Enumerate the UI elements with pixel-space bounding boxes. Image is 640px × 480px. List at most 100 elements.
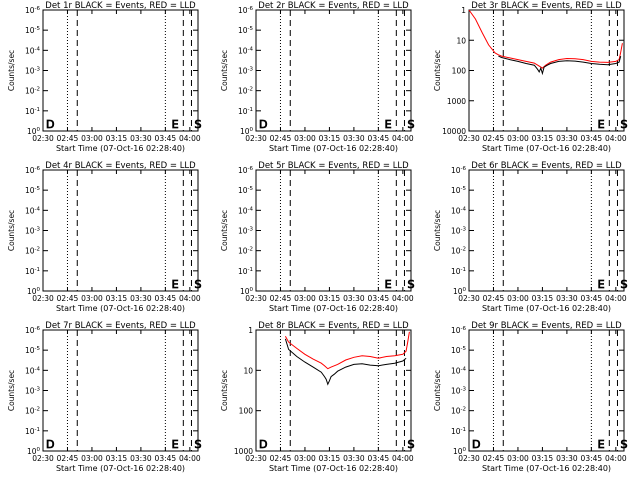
x-tick-label: 03:00 (294, 294, 316, 303)
x-tick-label: 04:00 (179, 294, 201, 303)
plot-frame (468, 169, 625, 292)
y-axis-label: Counts/sec (7, 370, 16, 411)
x-tick-label: 02:30 (245, 134, 267, 143)
x-tick-label: 03:15 (532, 134, 554, 143)
marker-s: S (407, 118, 414, 131)
y-tick-label: 10-5 (451, 346, 467, 355)
x-tick-label: 02:45 (270, 294, 292, 303)
series-line-lld (468, 9, 623, 69)
x-tick-label: 02:30 (32, 134, 54, 143)
y-tick-label: 10-3 (25, 227, 41, 236)
plot-frame (42, 169, 199, 292)
marker-s: S (194, 438, 201, 451)
x-tick-label: 03:45 (155, 454, 177, 463)
x-tick-label: 03:00 (294, 134, 316, 143)
marker-e: E (172, 278, 179, 291)
x-tick-label: 03:30 (130, 454, 152, 463)
plot-frame (468, 9, 625, 132)
x-axis-label: Start Time (07-Oct-16 02:28:40) (56, 144, 185, 153)
x-tick-label: 03:45 (155, 294, 177, 303)
x-tick-label: 04:00 (605, 134, 627, 143)
series-line-events (498, 55, 622, 76)
marker-s: S (620, 118, 627, 131)
y-tick-label: 10-6 (25, 6, 41, 15)
x-tick-label: 03:00 (81, 454, 103, 463)
y-axis-label: Counts/sec (433, 210, 442, 251)
x-tick-label: 02:45 (270, 134, 292, 143)
panel-det-8: Det 8r BLACK = Events, RED = LLD 02:30 02:… (220, 321, 415, 473)
y-tick-label: 100 (239, 407, 254, 416)
x-tick-label: 02:30 (458, 454, 480, 463)
marker-e: E (172, 438, 179, 451)
y-tick-label: 10-1 (238, 107, 253, 116)
x-tick-label: 03:30 (343, 454, 365, 463)
x-tick-label: 03:15 (532, 454, 554, 463)
y-tick-label: 10-5 (451, 186, 467, 195)
y-tick-label: 100 (452, 67, 467, 76)
x-axis-label: Start Time (07-Oct-16 02:28:40) (269, 144, 398, 153)
y-tick-label: 10-5 (25, 186, 41, 195)
y-tick-label: 10-2 (25, 247, 40, 256)
marker-e: E (598, 278, 605, 291)
panel-title: Det 6r BLACK = Events, RED = LLD (471, 161, 622, 171)
y-tick-label: 10-4 (25, 46, 41, 55)
y-tick-label: 10-6 (451, 326, 467, 335)
x-tick-label: 03:00 (507, 294, 529, 303)
y-tick-label: 10-2 (25, 87, 40, 96)
y-tick-label: 10-2 (238, 87, 253, 96)
plot-frame (468, 329, 625, 452)
y-tick-label: 10-4 (238, 46, 254, 55)
x-tick-label: 03:00 (294, 454, 316, 463)
y-tick-label: 100 (453, 287, 467, 296)
y-tick-label: 10000 (442, 127, 466, 136)
y-tick-label: 10-1 (25, 107, 40, 116)
x-tick-label: 03:30 (556, 134, 578, 143)
panel-title: Det 7r BLACK = Events, RED = LLD (45, 321, 196, 331)
x-tick-label: 03:45 (368, 294, 390, 303)
y-tick-label: 10-6 (238, 6, 254, 15)
plot-frame (255, 9, 412, 132)
x-tick-label: 03:00 (81, 294, 103, 303)
y-tick-label: 10-1 (451, 427, 466, 436)
y-axis-label: Counts/sec (220, 210, 229, 251)
marker-d: D (46, 438, 54, 451)
marker-s: S (407, 278, 414, 291)
y-axis-label: Counts/sec (433, 370, 442, 411)
x-tick-label: 04:00 (392, 134, 414, 143)
y-tick-label: 10-6 (25, 166, 41, 175)
y-tick-label: 10-6 (451, 166, 467, 175)
y-tick-label: 10-3 (25, 387, 41, 396)
x-axis-label: Start Time (07-Oct-16 02:28:40) (269, 304, 398, 313)
x-tick-label: 03:15 (106, 134, 128, 143)
panel-det-1: Det 1r BLACK = Events, RED = LLD 02:30 02:… (7, 1, 202, 153)
y-tick-label: 10-1 (25, 427, 40, 436)
panel-det-9: Det 9r BLACK = Events, RED = LLD 02:30 02:… (433, 321, 628, 473)
x-tick-label: 03:30 (343, 294, 365, 303)
panel-title: Det 9r BLACK = Events, RED = LLD (471, 321, 622, 331)
panel-title: Det 1r BLACK = Events, RED = LLD (45, 1, 196, 11)
panel-title: Det 8r BLACK = Events, RED = LLD (258, 321, 409, 331)
x-tick-label: 02:30 (245, 294, 267, 303)
y-tick-label: 10 (456, 36, 466, 45)
y-tick-label: 100 (453, 447, 467, 456)
plot-frame (42, 9, 199, 132)
y-tick-label: 1 (461, 6, 466, 15)
y-axis-label: Counts/sec (220, 370, 229, 411)
y-axis-label: Counts/sec (7, 210, 16, 251)
marker-e: E (172, 118, 179, 131)
x-axis-label: Start Time (07-Oct-16 02:28:40) (482, 144, 611, 153)
series-line-lld (284, 331, 410, 370)
y-tick-label: 10-3 (451, 387, 467, 396)
x-tick-label: 03:45 (368, 454, 390, 463)
marker-s: S (620, 438, 627, 451)
marker-e: E (598, 438, 605, 451)
x-tick-label: 02:45 (483, 134, 505, 143)
panel-title: Det 2r BLACK = Events, RED = LLD (258, 1, 409, 11)
y-tick-label: 10-6 (238, 166, 254, 175)
plot-frame (255, 329, 412, 452)
marker-d: D (259, 118, 267, 131)
panel-det-4: Det 4r BLACK = Events, RED = LLD 02:30 02:… (7, 161, 202, 313)
panel-title: Det 3r BLACK = Events, RED = LLD (471, 1, 622, 11)
x-tick-label: 03:00 (81, 134, 103, 143)
x-tick-label: 02:30 (245, 454, 267, 463)
